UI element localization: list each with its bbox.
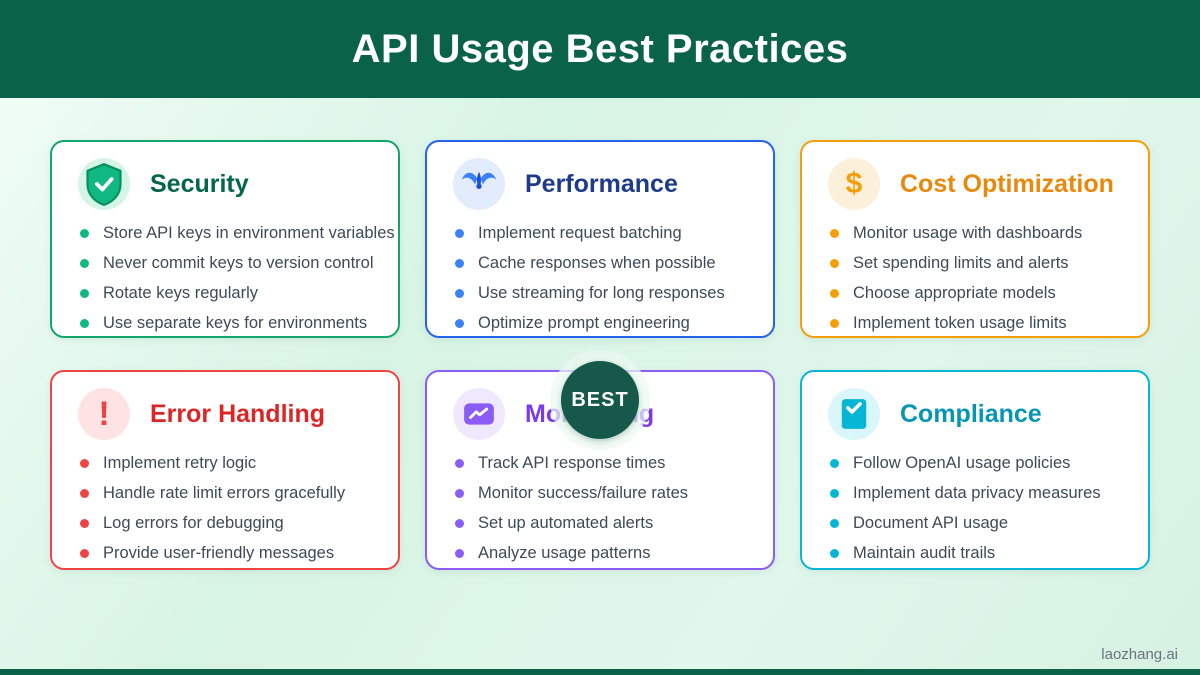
card-error-title: Error Handling xyxy=(150,399,326,428)
bullet-dot xyxy=(80,228,89,238)
bullet-dot xyxy=(830,548,839,558)
list-item: Choose appropriate models xyxy=(830,278,1148,308)
list-item: Rotate keys regularly xyxy=(80,278,398,308)
list-item: Set spending limits and alerts xyxy=(830,248,1148,278)
bullet-dot xyxy=(455,488,464,498)
card-error-header: ! Error Handling xyxy=(52,372,398,440)
card-performance-header: Performance xyxy=(427,142,773,210)
card-cost-header: $ Cost Optimization xyxy=(802,142,1148,210)
list-item: Maintain audit trails xyxy=(830,538,1148,568)
bullet-dot xyxy=(80,258,89,268)
card-compliance-title: Compliance xyxy=(900,399,1042,428)
card-compliance-list: Follow OpenAI usage policies Implement d… xyxy=(802,448,1148,568)
list-item: Monitor success/failure rates xyxy=(455,478,773,508)
list-item: Store API keys in environment variables xyxy=(80,218,398,248)
list-item: Implement request batching xyxy=(455,218,773,248)
best-badge: BEST xyxy=(561,361,639,439)
bullet-dot xyxy=(455,548,464,558)
card-compliance: Compliance Follow OpenAI usage policies … xyxy=(800,370,1150,570)
card-error-list: Implement retry logic Handle rate limit … xyxy=(52,448,398,568)
bullet-dot xyxy=(830,288,839,298)
page-title: API Usage Best Practices xyxy=(351,26,849,71)
list-item: Analyze usage patterns xyxy=(455,538,773,568)
bullet-dot xyxy=(830,258,839,268)
list-item: Implement token usage limits xyxy=(830,308,1148,338)
card-error-handling: ! Error Handling Implement retry logic H… xyxy=(50,370,400,570)
card-cost-list: Monitor usage with dashboards Set spendi… xyxy=(802,218,1148,338)
page-header: API Usage Best Practices xyxy=(0,0,1200,98)
footer-bar xyxy=(0,669,1200,675)
bullet-dot xyxy=(80,518,89,528)
card-performance-title: Performance xyxy=(525,169,678,198)
card-security: Security Store API keys in environment v… xyxy=(50,140,400,338)
list-item: Document API usage xyxy=(830,508,1148,538)
bullet-dot xyxy=(455,228,464,238)
list-item: Use separate keys for environments xyxy=(80,308,398,338)
bullet-dot xyxy=(830,518,839,528)
bullet-dot xyxy=(455,288,464,298)
bullet-dot xyxy=(830,228,839,238)
bird-icon xyxy=(453,158,505,210)
list-item: Optimize prompt engineering xyxy=(455,308,773,338)
bullet-dot xyxy=(80,318,89,328)
list-item: Handle rate limit errors gracefully xyxy=(80,478,398,508)
list-item: Log errors for debugging xyxy=(80,508,398,538)
exclamation-icon: ! xyxy=(78,388,130,440)
list-item: Follow OpenAI usage policies xyxy=(830,448,1148,478)
card-performance-list: Implement request batching Cache respons… xyxy=(427,218,773,338)
card-compliance-header: Compliance xyxy=(802,372,1148,440)
card-security-list: Store API keys in environment variables … xyxy=(52,218,398,338)
bullet-dot xyxy=(830,458,839,468)
list-item: Cache responses when possible xyxy=(455,248,773,278)
list-item: Implement data privacy measures xyxy=(830,478,1148,508)
best-badge-label: BEST xyxy=(571,388,629,411)
dollar-icon: $ xyxy=(828,158,880,210)
bullet-dot xyxy=(455,318,464,328)
bullet-dot xyxy=(80,488,89,498)
best-badge-halo: BEST xyxy=(550,350,650,450)
card-monitoring-list: Track API response times Monitor success… xyxy=(427,448,773,568)
bullet-dot xyxy=(455,518,464,528)
list-item: Provide user-friendly messages xyxy=(80,538,398,568)
list-item: Use streaming for long responses xyxy=(455,278,773,308)
chart-trend-icon xyxy=(453,388,505,440)
list-item: Track API response times xyxy=(455,448,773,478)
list-item: Monitor usage with dashboards xyxy=(830,218,1148,248)
watermark: laozhang.ai xyxy=(1101,646,1178,663)
card-cost-optimization: $ Cost Optimization Monitor usage with d… xyxy=(800,140,1150,338)
card-security-header: Security xyxy=(52,142,398,210)
card-performance: Performance Implement request batching C… xyxy=(425,140,775,338)
clipboard-check-icon xyxy=(828,388,880,440)
shield-check-icon xyxy=(78,158,130,210)
list-item: Set up automated alerts xyxy=(455,508,773,538)
bullet-dot xyxy=(455,258,464,268)
bullet-dot xyxy=(455,458,464,468)
list-item: Never commit keys to version control xyxy=(80,248,398,278)
card-security-title: Security xyxy=(150,169,249,198)
bullet-dot xyxy=(80,288,89,298)
bullet-dot xyxy=(80,458,89,468)
bullet-dot xyxy=(830,318,839,328)
bullet-dot xyxy=(830,488,839,498)
card-cost-title: Cost Optimization xyxy=(900,169,1114,198)
bullet-dot xyxy=(80,548,89,558)
list-item: Implement retry logic xyxy=(80,448,398,478)
